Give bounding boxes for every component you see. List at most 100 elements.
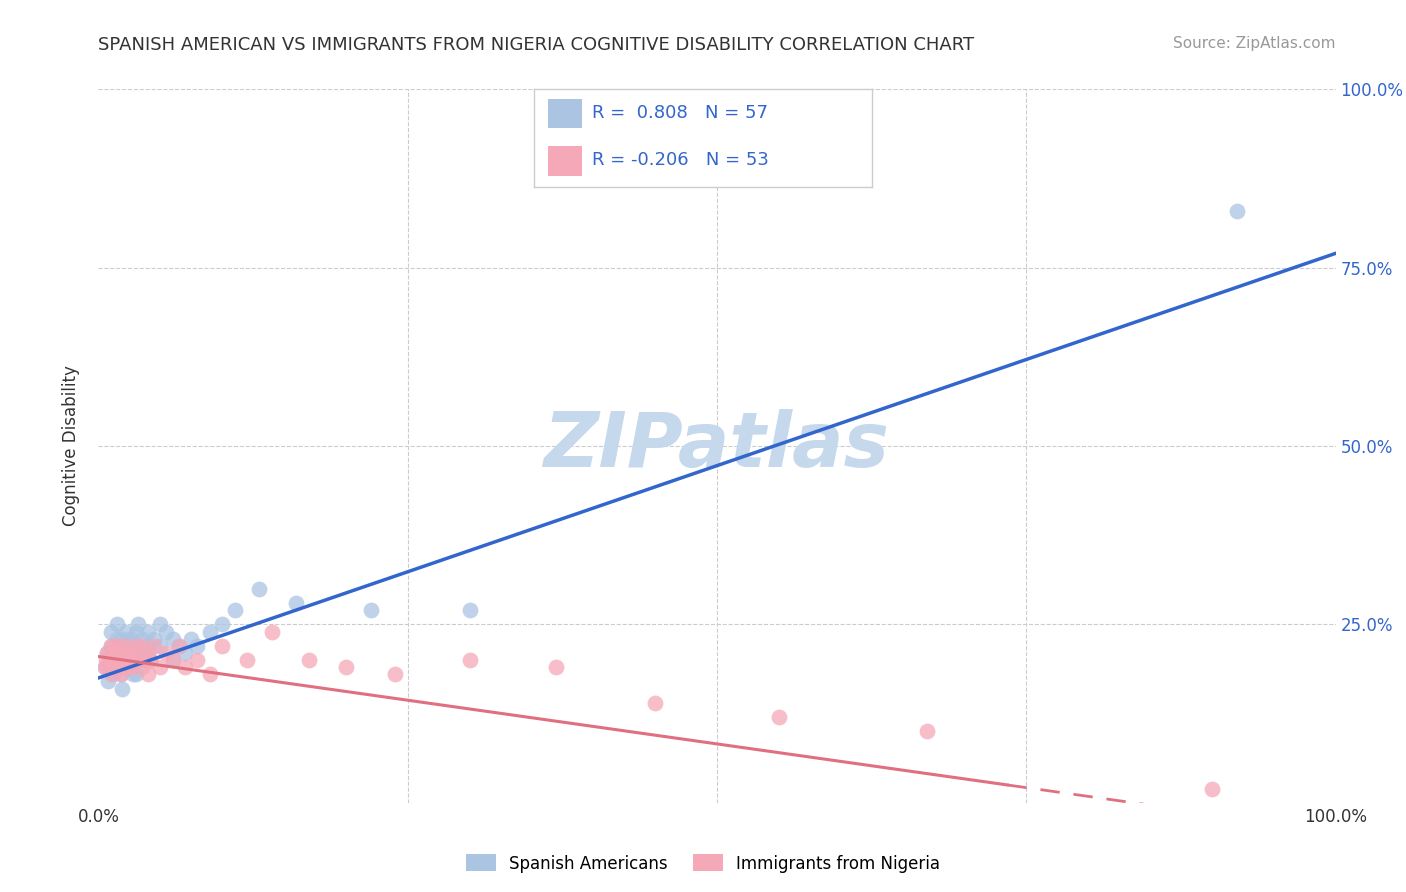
Point: [917, 724, 939, 739]
Point: [260, 624, 283, 639]
Point: [108, 653, 131, 667]
Point: [162, 653, 184, 667]
Point: [100, 639, 122, 653]
Point: [97, 660, 120, 674]
Point: [110, 667, 132, 681]
Point: [114, 624, 136, 639]
Point: [100, 646, 122, 660]
Point: [105, 646, 128, 660]
Point: [105, 660, 128, 674]
Point: [298, 653, 321, 667]
Point: [335, 660, 357, 674]
Point: [211, 617, 233, 632]
Point: [136, 624, 159, 639]
Point: [98, 653, 121, 667]
Y-axis label: Cognitive Disability: Cognitive Disability: [62, 366, 80, 526]
Point: [167, 639, 190, 653]
Point: [360, 603, 382, 617]
Point: [131, 660, 153, 674]
Point: [162, 632, 184, 646]
Text: SPANISH AMERICAN VS IMMIGRANTS FROM NIGERIA COGNITIVE DISABILITY CORRELATION CHA: SPANISH AMERICAN VS IMMIGRANTS FROM NIGE…: [98, 36, 974, 54]
Point: [122, 660, 145, 674]
Point: [186, 653, 208, 667]
Point: [124, 624, 146, 639]
Point: [105, 660, 128, 674]
Point: [122, 667, 145, 681]
Point: [112, 632, 135, 646]
Point: [103, 667, 125, 681]
Point: [180, 632, 202, 646]
Bar: [548, 146, 582, 176]
Point: [149, 617, 172, 632]
Point: [96, 646, 118, 660]
Text: R = -0.206   N = 53: R = -0.206 N = 53: [592, 151, 769, 169]
Point: [100, 624, 122, 639]
Point: [224, 603, 246, 617]
Point: [155, 646, 177, 660]
Point: [236, 653, 259, 667]
Point: [120, 653, 142, 667]
Point: [136, 646, 159, 660]
Point: [143, 639, 166, 653]
Point: [546, 660, 568, 674]
Point: [139, 653, 162, 667]
Point: [136, 639, 159, 653]
Point: [124, 639, 146, 653]
Point: [110, 667, 132, 681]
Point: [117, 660, 139, 674]
Point: [114, 639, 136, 653]
Point: [285, 596, 308, 610]
Point: [458, 653, 481, 667]
Point: [124, 653, 146, 667]
Bar: [548, 99, 582, 128]
Point: [198, 667, 221, 681]
Point: [105, 617, 128, 632]
Point: [93, 660, 115, 674]
Point: [118, 646, 141, 660]
Point: [97, 674, 120, 689]
Point: [155, 624, 177, 639]
Point: [93, 660, 115, 674]
Point: [114, 639, 136, 653]
Point: [149, 639, 172, 653]
Point: [1226, 203, 1249, 218]
Text: R =  0.808   N = 57: R = 0.808 N = 57: [592, 103, 768, 121]
Point: [127, 617, 149, 632]
Point: [1201, 781, 1223, 796]
Point: [458, 603, 481, 617]
Point: [118, 639, 141, 653]
Point: [211, 639, 233, 653]
Point: [100, 639, 122, 653]
Point: [198, 624, 221, 639]
Point: [114, 653, 136, 667]
Point: [107, 646, 129, 660]
Point: [112, 653, 135, 667]
Point: [120, 632, 142, 646]
Point: [768, 710, 790, 724]
Point: [247, 582, 270, 596]
Point: [124, 639, 146, 653]
Point: [118, 653, 141, 667]
Point: [186, 639, 208, 653]
Point: [100, 653, 122, 667]
Point: [103, 653, 125, 667]
Point: [124, 667, 146, 681]
Point: [96, 646, 118, 660]
Text: ZIPatlas: ZIPatlas: [544, 409, 890, 483]
Point: [644, 696, 666, 710]
Point: [111, 681, 134, 696]
Point: [131, 632, 153, 646]
Point: [107, 653, 129, 667]
Point: [174, 646, 197, 660]
Point: [124, 653, 146, 667]
Point: [136, 667, 159, 681]
Point: [110, 639, 132, 653]
Point: [131, 639, 153, 653]
Point: [167, 639, 190, 653]
Point: [112, 646, 135, 660]
Point: [121, 646, 143, 660]
Point: [108, 639, 131, 653]
Point: [112, 660, 135, 674]
Point: [127, 646, 149, 660]
Point: [139, 653, 162, 667]
